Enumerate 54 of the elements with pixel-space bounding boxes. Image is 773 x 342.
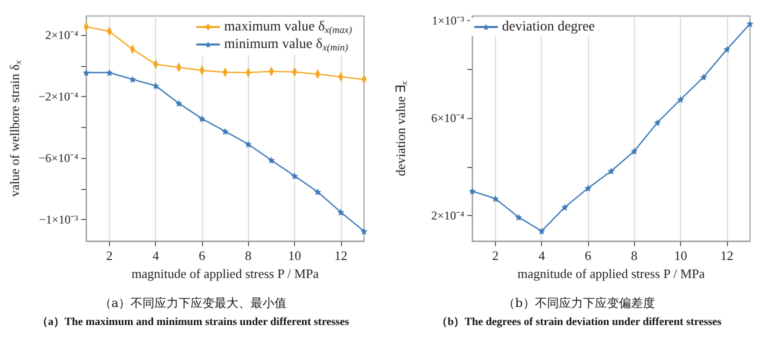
y-axis-title: value of wellbore strain δx (7, 60, 23, 197)
y-tick-label: 2×10⁻⁴ (45, 28, 78, 42)
x-tick-label: 12 (720, 248, 734, 264)
point (584, 184, 592, 192)
point (677, 96, 684, 103)
text: （a）不同应力下应变最大、最小值 (98, 295, 288, 312)
y-tick-label: −6×10⁻⁴ (38, 151, 78, 166)
point (723, 46, 730, 53)
point (492, 195, 499, 202)
point (561, 204, 568, 211)
x-tick-label: 6 (584, 248, 592, 264)
point (538, 228, 546, 235)
y-tick-label: 6×10⁻⁴ (431, 111, 464, 126)
x-axis-title: magnitude of applied stress P / MPa (517, 266, 705, 281)
point (268, 156, 275, 164)
x-tick-label: 4 (538, 248, 546, 264)
y-tick-label: −2×10⁻⁴ (38, 90, 78, 104)
point (129, 76, 136, 83)
point (515, 214, 522, 221)
y-tick-label: 1×10⁻³ (432, 14, 465, 28)
text: （b）The degrees of strain deviation under different stresses (436, 315, 722, 330)
legend-label: deviation degree (502, 20, 595, 34)
x-tick-label: 4 (152, 248, 160, 264)
point (468, 188, 476, 195)
point (244, 140, 252, 148)
point (337, 208, 344, 216)
point (360, 228, 368, 235)
x-tick-label: 2 (492, 248, 499, 264)
point (700, 73, 708, 80)
point (82, 69, 90, 76)
x-tick-label: 10 (674, 248, 688, 264)
point (152, 82, 160, 90)
x-tick-label: 12 (334, 248, 348, 264)
x-tick-label: 8 (245, 248, 252, 264)
point (291, 172, 298, 180)
point (608, 168, 615, 175)
point (106, 69, 113, 76)
x-tick-label: 2 (106, 248, 113, 264)
y-tick-label: 2×10⁻⁴ (431, 208, 464, 223)
x-tick-label: 6 (198, 248, 206, 264)
y-tick-label: −1×10⁻³ (39, 212, 79, 227)
point (746, 20, 754, 28)
text: （a）The maximum and minimum strains under different stresses (36, 315, 350, 330)
x-tick-label: 10 (288, 248, 302, 264)
y-axis-title: deviation value ∃x (393, 81, 409, 176)
point (314, 188, 322, 196)
point (630, 148, 638, 155)
point (654, 119, 661, 126)
x-axis-title: magnitude of applied stress P / MPa (131, 266, 319, 281)
x-tick-label: 8 (631, 248, 638, 264)
point (222, 128, 229, 135)
point (198, 115, 206, 122)
text: （b）不同应力下应变偏差度 (502, 295, 656, 312)
point (175, 100, 182, 107)
